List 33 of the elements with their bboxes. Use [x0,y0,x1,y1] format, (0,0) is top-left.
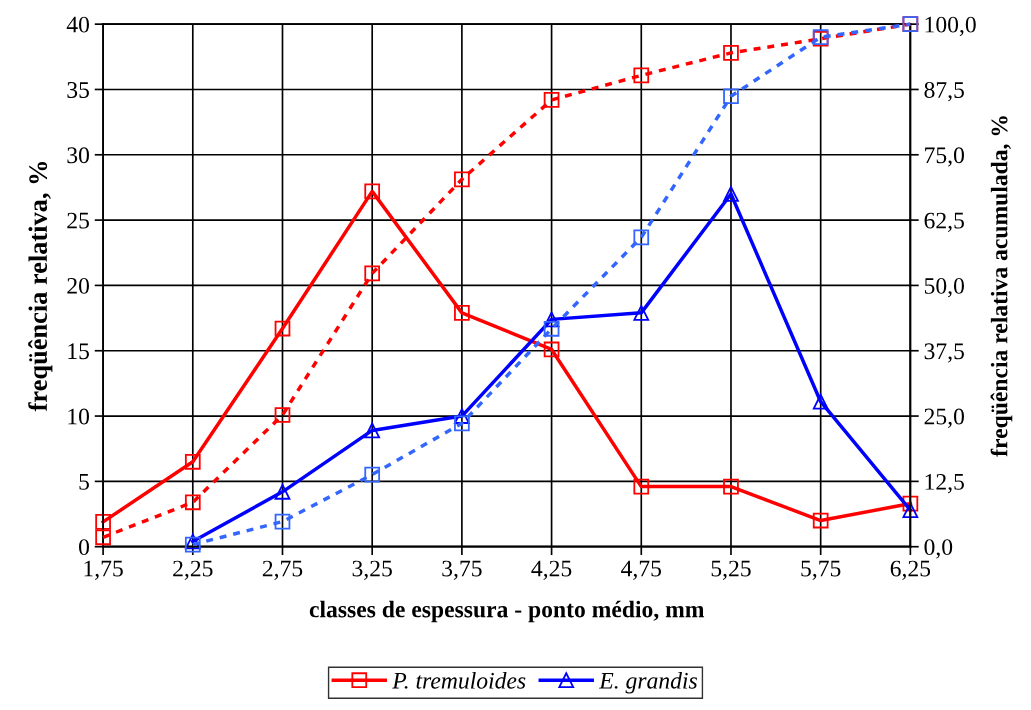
x-tick-label: 4,75 [621,560,662,580]
y-tick-label: 40 [66,16,90,33]
y-tick-label: 5 [79,474,89,490]
y-tick-label: 35 [67,82,89,98]
x-tick-label: 4,25 [531,560,572,580]
x-tick-label: 6,25 [890,560,931,580]
y2-tick-label: 75,0 [925,147,964,167]
y-axis-title: freqüência relativa, % [28,161,53,412]
x-axis-title: classes de espessura - ponto médio, mm [309,600,705,623]
y-tick-label: 30 [67,147,90,164]
legend-label: E. grandis [599,672,697,694]
y2-tick-label: 37,5 [924,343,964,363]
x-tick-label: 2,75 [262,560,303,580]
legend-label: P. tremuloides [392,672,526,689]
x-tick-label: 2,25 [173,560,213,580]
y-tick-label: 15 [68,343,89,360]
y2-tick-label: 62,5 [924,212,964,232]
y2-tick-label: 12,5 [925,473,964,494]
y2-tick-label: 50,0 [924,277,964,298]
x-tick-label: 5,25 [711,560,751,580]
x-tick-label: 3,75 [442,560,482,580]
y-tick-label: 20 [67,277,90,294]
x-tick-label: 5,75 [801,560,841,580]
x-tick-label: 1,75 [84,560,123,580]
y2-tick-label: 25,0 [924,408,964,428]
y-tick-label: 10 [68,408,90,425]
y-tick-label: 0 [79,539,90,556]
y2-tick-label: 100,0 [925,16,976,36]
y-tick-label: 25 [67,212,89,229]
y2-axis-title: freqüência relativa acumulada, % [990,116,1013,457]
y2-tick-label: 87,5 [924,81,964,102]
y2-tick-label: 0,0 [924,539,953,559]
x-tick-label: 3,25 [352,560,392,580]
